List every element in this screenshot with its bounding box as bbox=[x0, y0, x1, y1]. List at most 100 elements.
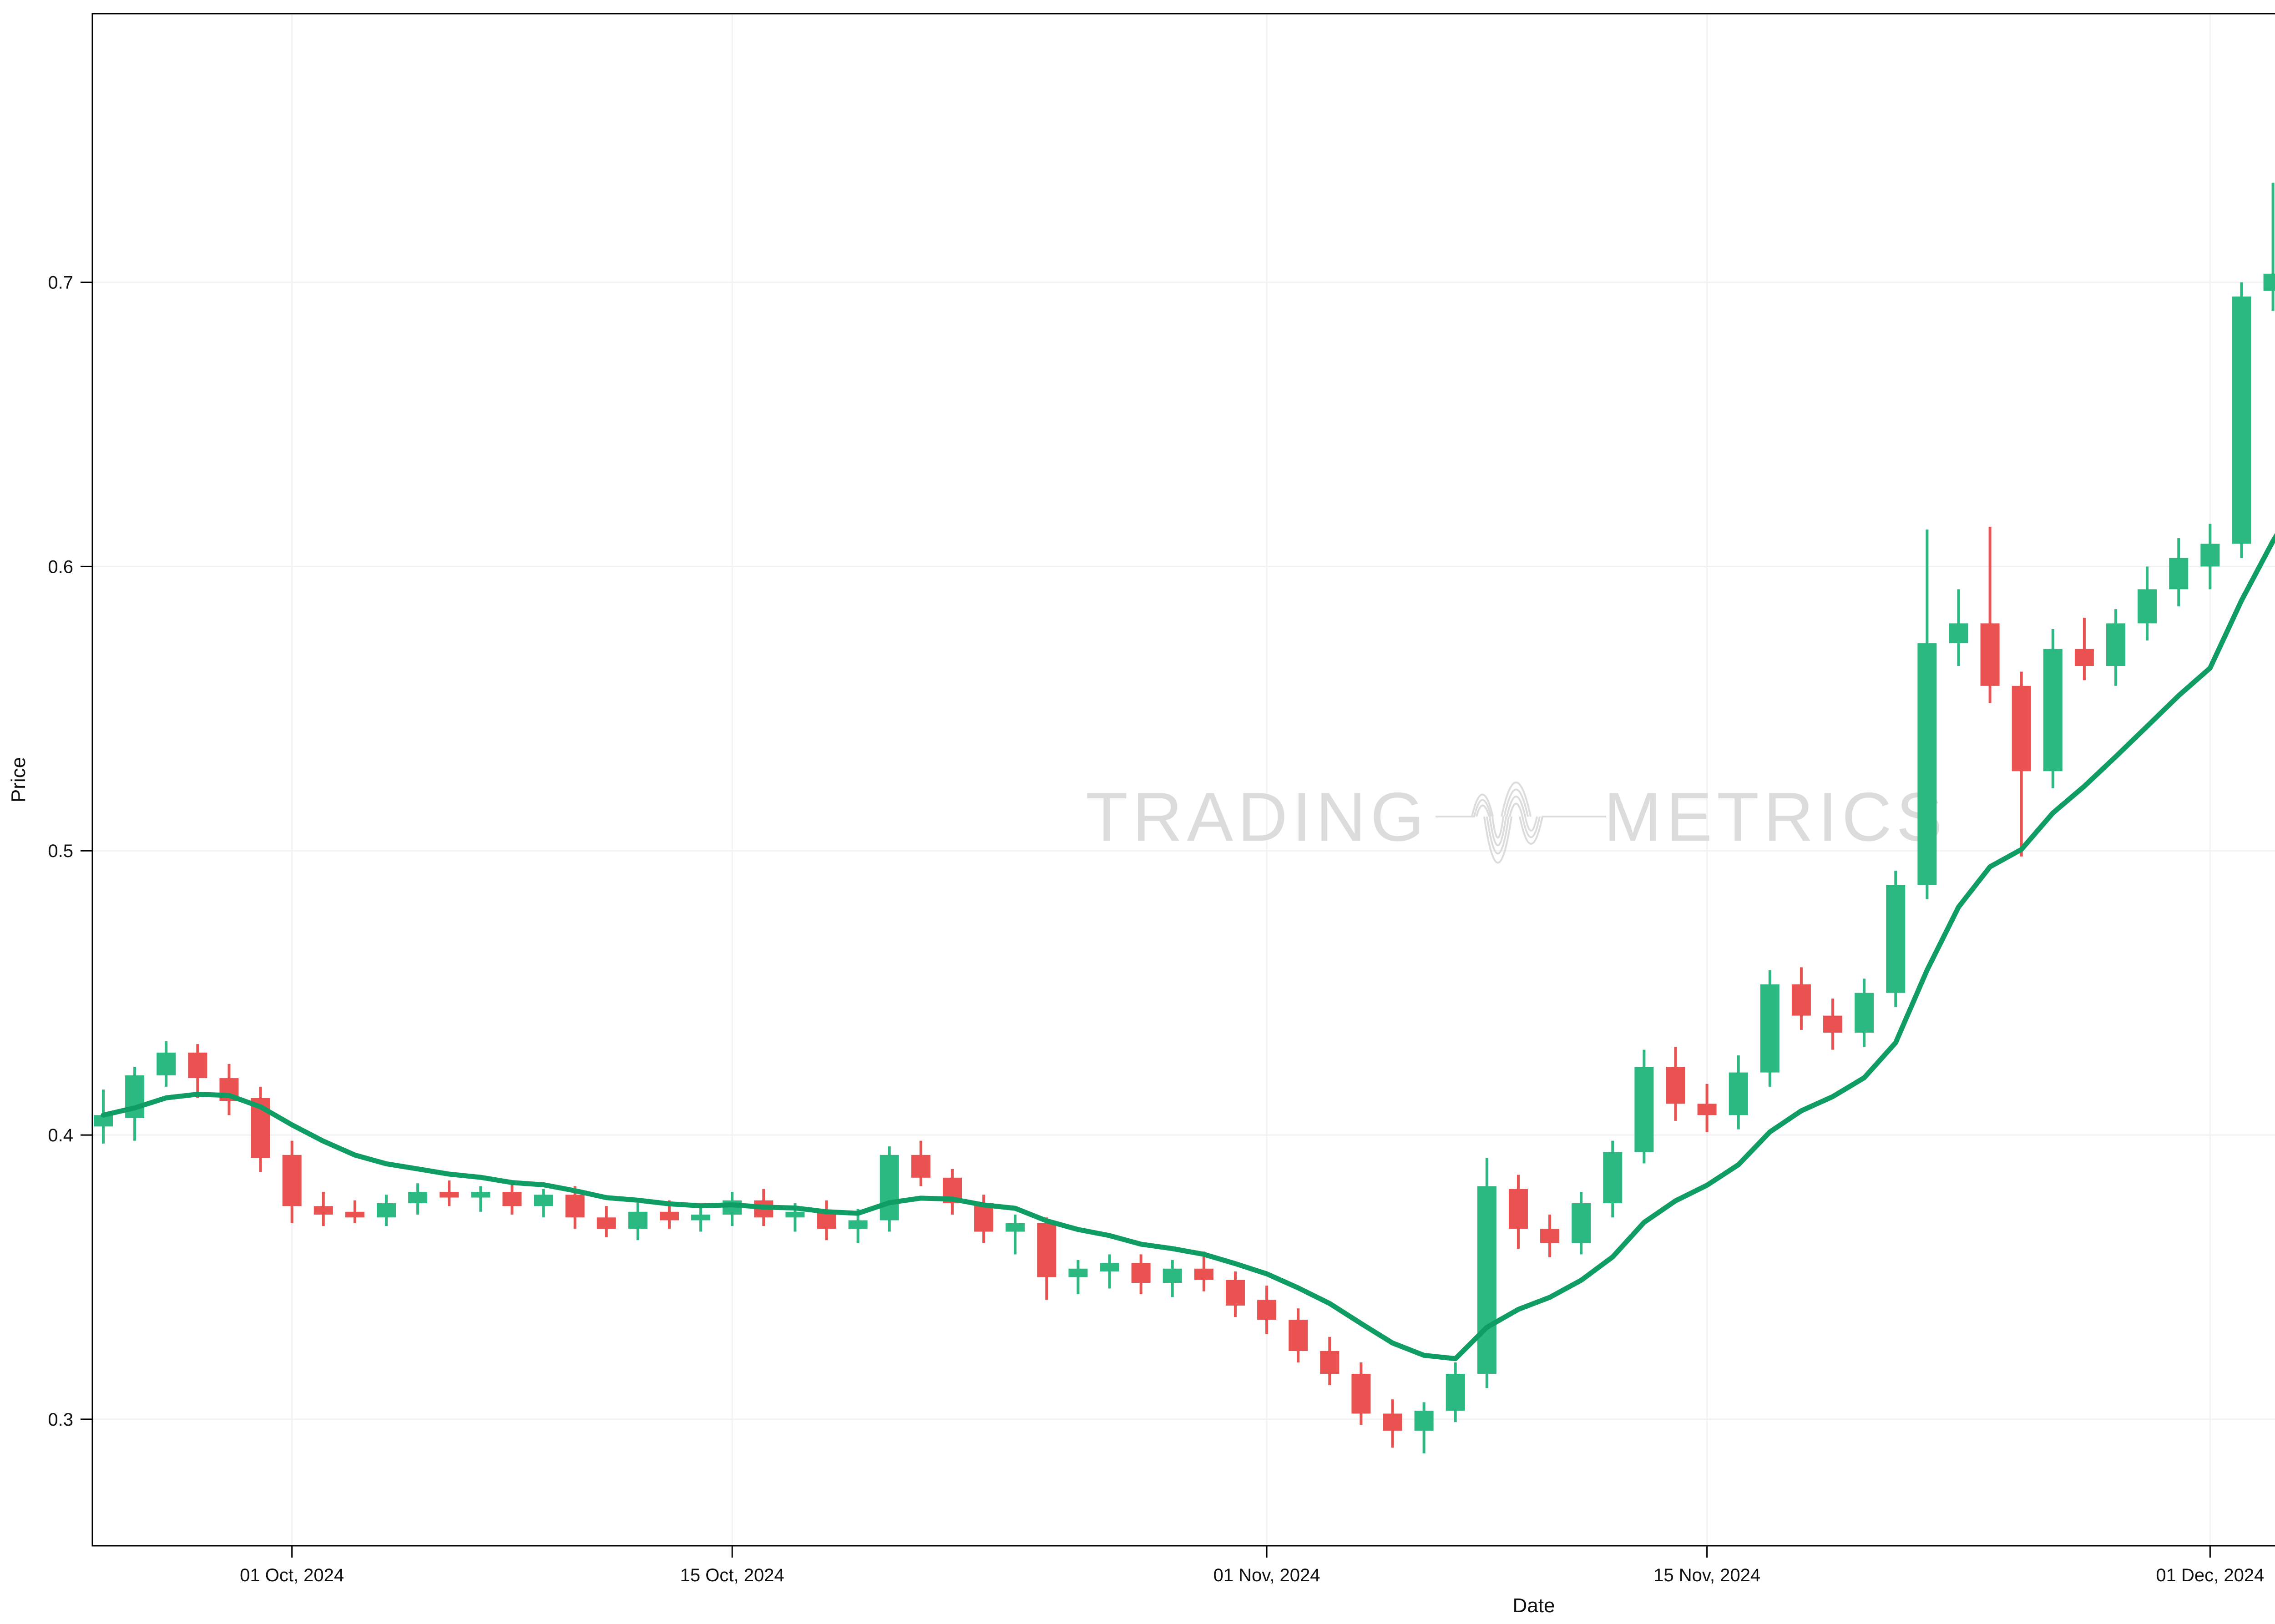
candle bbox=[1697, 1084, 1717, 1132]
x-tick-label: 01 Dec, 2024 bbox=[2156, 1565, 2264, 1585]
candle-body bbox=[440, 1192, 459, 1198]
candle bbox=[1446, 1362, 1465, 1422]
candle bbox=[1131, 1254, 1151, 1294]
candle-body bbox=[1225, 1280, 1245, 1306]
y-axis-title: Price bbox=[7, 757, 30, 802]
candle-body bbox=[188, 1052, 207, 1079]
candle bbox=[502, 1183, 522, 1215]
candle bbox=[1068, 1260, 1088, 1294]
candle-body bbox=[1477, 1186, 1496, 1374]
candle-body bbox=[502, 1192, 522, 1206]
candle bbox=[2043, 629, 2063, 788]
plot-border bbox=[91, 13, 2275, 1547]
candle-body bbox=[1068, 1268, 1088, 1277]
candle bbox=[565, 1186, 585, 1229]
candle bbox=[1414, 1402, 1434, 1453]
y-tick-label: 0.7 bbox=[48, 272, 73, 293]
candle bbox=[345, 1200, 364, 1223]
candle bbox=[1980, 526, 2000, 703]
candle bbox=[1477, 1158, 1496, 1388]
candle bbox=[1320, 1337, 1340, 1385]
candle-body bbox=[313, 1206, 333, 1215]
candle bbox=[1572, 1192, 1591, 1255]
candle-body bbox=[2138, 589, 2157, 624]
candle bbox=[1666, 1047, 1685, 1121]
y-tick-label: 0.3 bbox=[48, 1410, 73, 1430]
candle bbox=[408, 1183, 428, 1215]
candle-body bbox=[1100, 1263, 1119, 1272]
candle-body bbox=[911, 1155, 930, 1178]
candle-body bbox=[1383, 1413, 1402, 1431]
candle-body bbox=[1666, 1067, 1685, 1104]
candle-body bbox=[691, 1215, 711, 1221]
candle bbox=[942, 1169, 962, 1215]
candle-body bbox=[1163, 1268, 1182, 1283]
candle-body bbox=[1508, 1189, 1528, 1229]
candle-body bbox=[1257, 1300, 1277, 1320]
watermark-text-left: TRADING bbox=[1086, 778, 1429, 856]
candle bbox=[1037, 1217, 1057, 1300]
candle bbox=[691, 1206, 711, 1232]
candle-body bbox=[376, 1203, 396, 1218]
candle-body bbox=[1194, 1268, 1213, 1280]
candle bbox=[219, 1064, 239, 1115]
candle bbox=[1823, 999, 1843, 1050]
candle-body bbox=[1540, 1229, 1560, 1243]
candle bbox=[1383, 1399, 1402, 1448]
candle bbox=[2200, 524, 2220, 590]
candle-body bbox=[1006, 1223, 1025, 1232]
candle-body bbox=[1697, 1104, 1717, 1115]
candle bbox=[1603, 1140, 1623, 1218]
candle-body bbox=[1351, 1373, 1371, 1414]
candle bbox=[1194, 1251, 1213, 1291]
candle bbox=[2232, 282, 2251, 558]
candle bbox=[251, 1086, 270, 1172]
candle-body bbox=[1791, 984, 1811, 1016]
candle bbox=[911, 1140, 930, 1186]
candle-body bbox=[880, 1155, 899, 1221]
candle bbox=[1760, 970, 1780, 1087]
candle bbox=[313, 1192, 333, 1226]
watermark-logo-icon bbox=[1436, 782, 1606, 864]
candle-body bbox=[1131, 1263, 1151, 1283]
candle-body bbox=[1917, 643, 1937, 885]
candle-body bbox=[565, 1195, 585, 1218]
candle-body bbox=[597, 1217, 616, 1229]
candle bbox=[2169, 538, 2189, 606]
candle-body bbox=[1289, 1320, 1308, 1351]
candle-body bbox=[408, 1192, 428, 1204]
axis-ticks-layer: 0.3 0.4 0.5 0.6 0.7 01 Oct, 2024 15 Oct, 2024 0… bbox=[48, 272, 2264, 1585]
candle bbox=[1886, 870, 1906, 1007]
candle-body bbox=[2074, 649, 2094, 666]
candle-body bbox=[2043, 649, 2063, 772]
candle bbox=[1791, 967, 1811, 1030]
candle bbox=[723, 1192, 742, 1226]
candle bbox=[188, 1044, 207, 1098]
candle-body bbox=[1037, 1223, 1057, 1277]
candle-body bbox=[817, 1211, 836, 1229]
candle bbox=[597, 1206, 616, 1238]
candle-body bbox=[471, 1192, 490, 1198]
candle-body bbox=[1603, 1152, 1623, 1204]
candle bbox=[880, 1146, 899, 1232]
candle bbox=[1855, 978, 1874, 1047]
y-tick-label: 0.5 bbox=[48, 841, 73, 861]
candle-body bbox=[1320, 1351, 1340, 1374]
candle-body bbox=[157, 1052, 176, 1075]
candle bbox=[534, 1189, 553, 1218]
candle bbox=[376, 1195, 396, 1226]
candle-body bbox=[1760, 984, 1780, 1073]
candle bbox=[1540, 1215, 1560, 1257]
candle-body bbox=[2263, 273, 2275, 291]
candle bbox=[157, 1041, 176, 1087]
candle bbox=[1006, 1215, 1025, 1255]
candle bbox=[440, 1180, 459, 1206]
candle bbox=[1949, 589, 1968, 666]
candle bbox=[1100, 1254, 1119, 1289]
candle-body bbox=[1886, 885, 1906, 993]
candle-body bbox=[1855, 993, 1874, 1033]
candle-body bbox=[534, 1195, 553, 1206]
candle-body bbox=[1572, 1203, 1591, 1243]
